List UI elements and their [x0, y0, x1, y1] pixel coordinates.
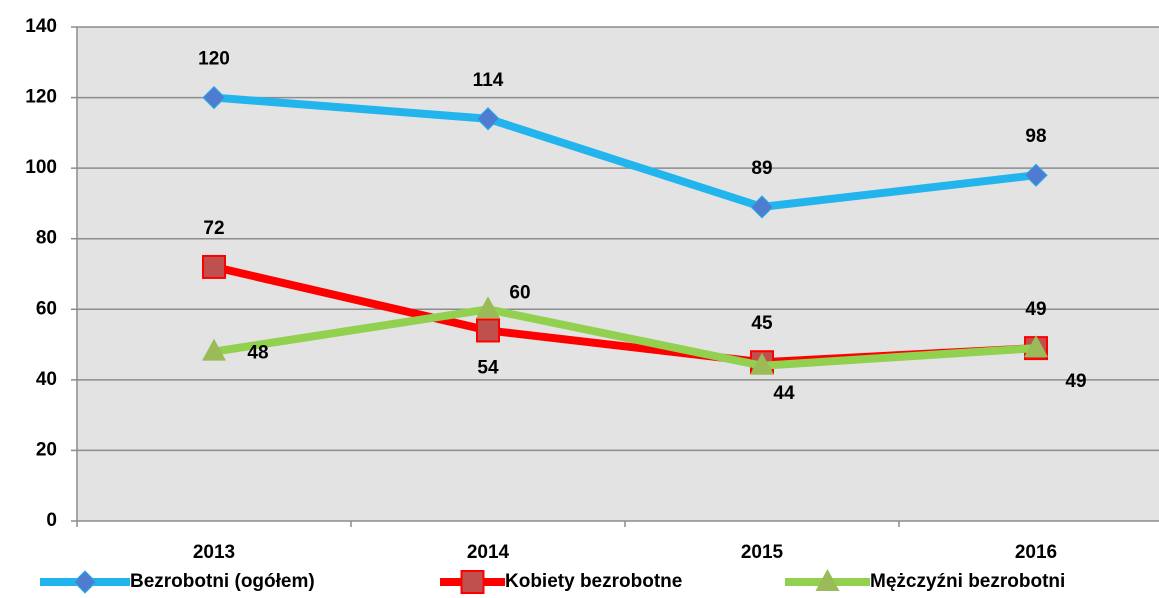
data-label: 45 — [751, 313, 773, 334]
y-tick-label: 120 — [25, 87, 57, 108]
legend-label: Mężczyźni bezrobotni — [870, 571, 1065, 592]
y-tick-label: 140 — [25, 16, 57, 37]
data-label: 60 — [509, 282, 530, 303]
marker — [750, 195, 774, 219]
y-tick-label: 40 — [36, 369, 57, 390]
y-tick-label: 80 — [36, 228, 57, 249]
marker — [815, 569, 840, 591]
data-label: 49 — [1025, 299, 1046, 320]
marker — [476, 296, 500, 319]
x-tick-label: 2013 — [193, 542, 235, 563]
data-label: 89 — [751, 158, 772, 179]
data-label: 44 — [773, 383, 795, 404]
data-label: 49 — [1065, 371, 1086, 392]
marker — [202, 254, 226, 279]
marker — [476, 107, 500, 131]
x-tick-label: 2015 — [741, 542, 784, 563]
marker — [1024, 335, 1048, 358]
y-tick-label: 20 — [36, 439, 57, 460]
marker — [1024, 163, 1048, 187]
data-label: 120 — [198, 49, 230, 70]
marker — [73, 570, 97, 594]
marker — [750, 352, 774, 375]
y-tick-label: 60 — [36, 298, 57, 319]
legend-label: Bezrobotni (ogółem) — [130, 571, 315, 592]
marker — [460, 570, 485, 594]
y-tick-label: 0 — [46, 510, 57, 531]
marker — [476, 318, 500, 343]
x-tick-label: 2014 — [467, 542, 510, 563]
x-tick-label: 2016 — [1015, 542, 1057, 563]
line — [213, 305, 1037, 370]
legend-label: Kobiety bezrobotne — [505, 571, 682, 592]
data-label: 114 — [473, 70, 504, 91]
marker — [202, 85, 226, 110]
y-tick-label: 100 — [25, 157, 57, 178]
line — [213, 93, 1037, 211]
data-label: 72 — [203, 218, 224, 239]
marker — [202, 338, 226, 361]
data-label: 48 — [247, 343, 268, 364]
data-label: 98 — [1025, 126, 1046, 147]
data-label: 54 — [477, 357, 499, 378]
